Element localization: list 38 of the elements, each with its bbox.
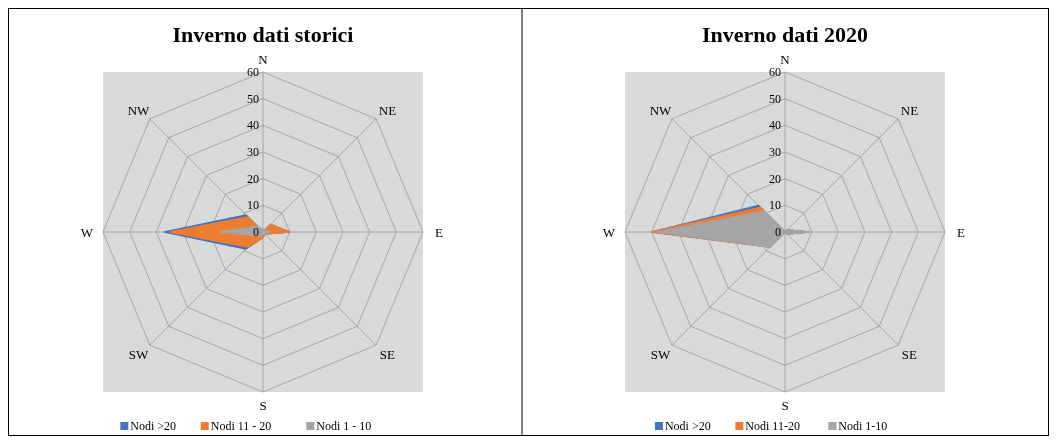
spoke-label: N (258, 52, 269, 67)
spoke-label: NW (649, 102, 673, 118)
y-tick-label: 20 (247, 171, 259, 186)
spoke-label: S (781, 398, 789, 413)
spoke-label: E (957, 225, 966, 240)
legend-label: Nodi 1 - 10 (316, 419, 372, 433)
spoke-label: W (602, 225, 616, 240)
y-tick-label: 40 (769, 118, 781, 133)
legend-label: Nodi >20 (130, 419, 177, 433)
spoke-label: S (259, 398, 267, 413)
legend-label: Nodi 11-20 (745, 419, 800, 433)
y-tick-label: 40 (247, 118, 259, 133)
y-tick-label: 50 (769, 91, 781, 106)
spoke-label: NE (378, 102, 397, 118)
y-tick-label: 30 (769, 145, 781, 159)
spoke-label: SW (128, 347, 150, 363)
chart-title: Inverno dati 2020 (701, 22, 869, 47)
spoke-label: SE (379, 347, 396, 363)
legend-label: Nodi >20 (664, 419, 711, 433)
spoke-label: SW (650, 347, 672, 363)
y-tick-label: 10 (247, 198, 259, 213)
y-tick-label: 30 (247, 145, 259, 159)
spoke-label: SE (901, 347, 918, 363)
spoke-label: NW (127, 102, 151, 118)
spoke-label: NE (900, 102, 919, 118)
legend-label: Nodi 1-10 (838, 419, 888, 433)
legend-label: Nodi 11 - 20 (210, 419, 272, 433)
y-tick-label: 60 (769, 65, 781, 79)
chart-title: Inverno dati storici (172, 22, 354, 47)
y-tick-label: 0 (253, 225, 259, 239)
y-tick-label: 60 (247, 65, 259, 79)
y-tick-label: 10 (769, 198, 781, 213)
y-tick-label: 20 (769, 171, 781, 186)
spoke-label: E (435, 225, 444, 240)
y-tick-label: 50 (247, 91, 259, 106)
y-tick-label: 0 (775, 225, 781, 239)
spoke-label: W (80, 225, 94, 240)
spoke-label: N (780, 52, 791, 67)
